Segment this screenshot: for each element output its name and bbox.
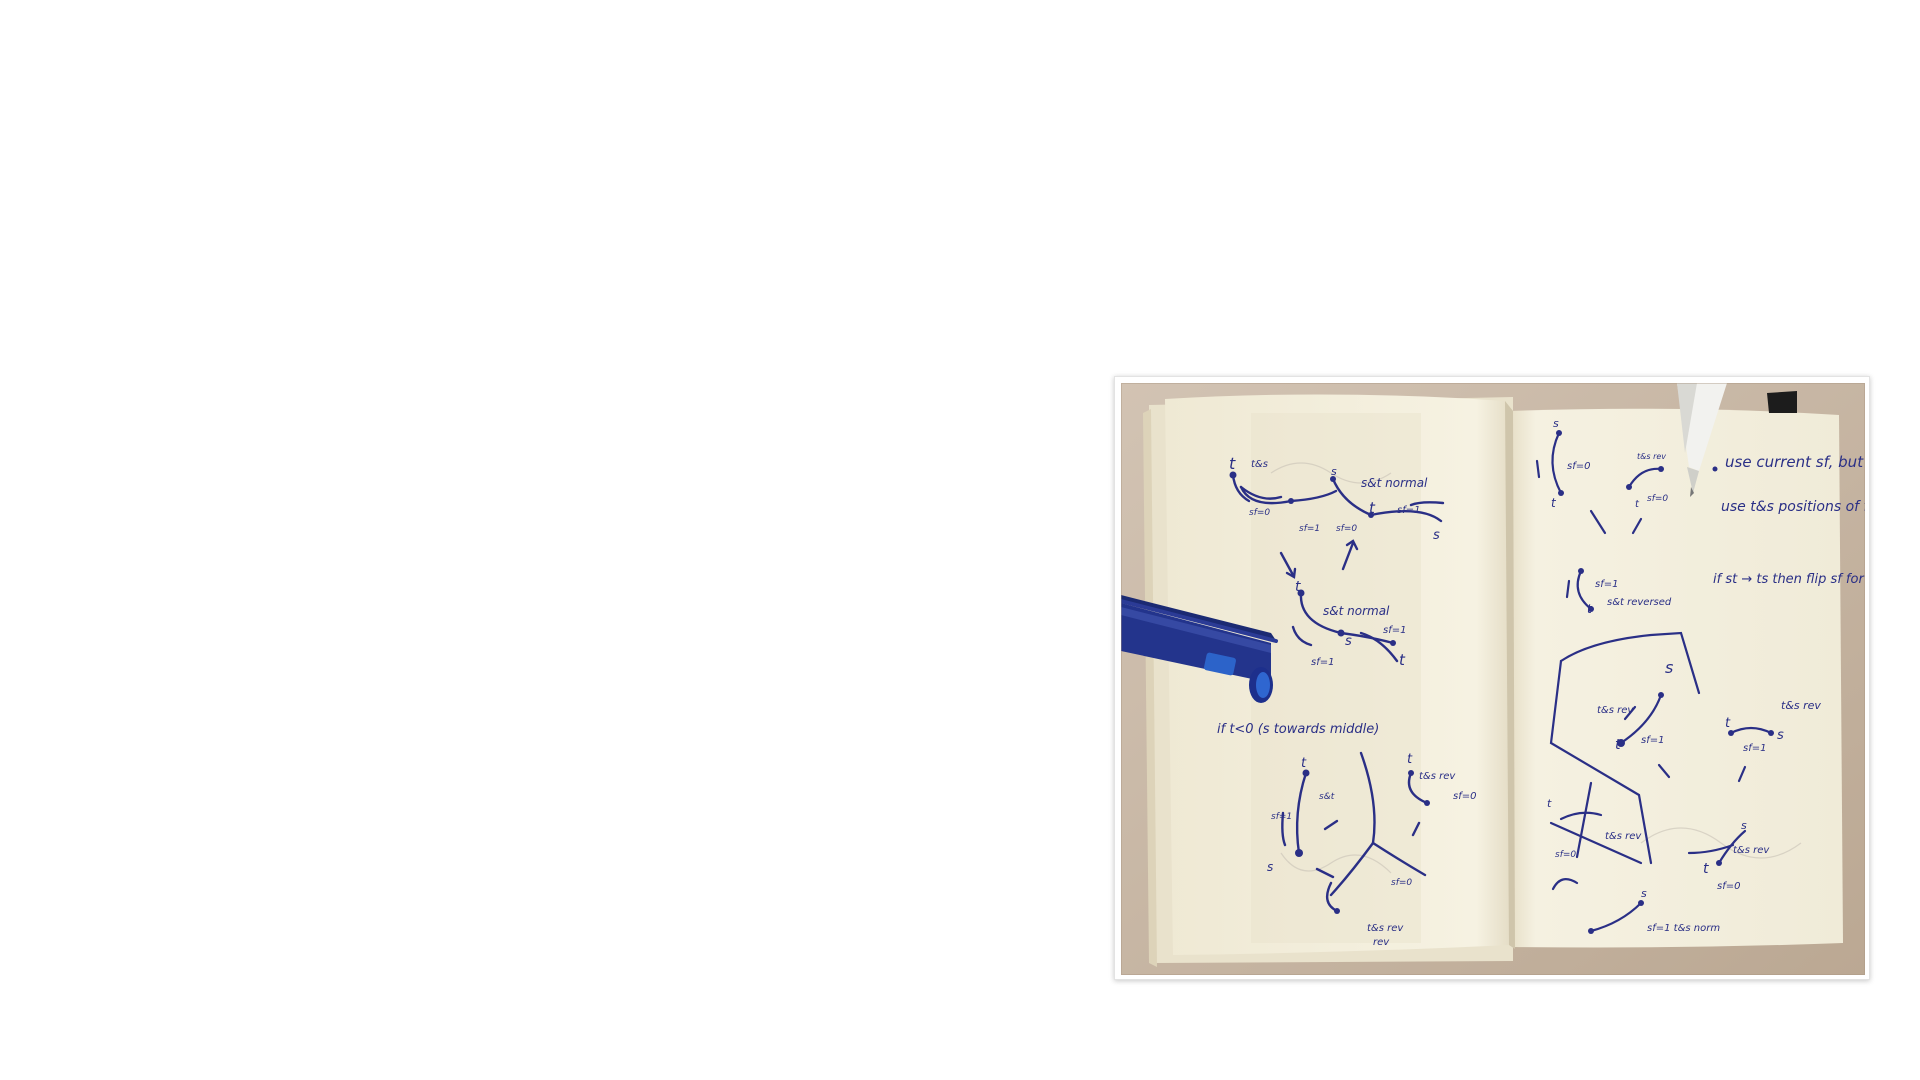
note-st-normal-1: s&t normal (1361, 476, 1428, 490)
svg-text:t&s: t&s (1251, 459, 1268, 470)
photo-frame: t t&s s s&t normal sf=1 s sf=0 sf=1 sf=0… (1114, 376, 1870, 980)
svg-text:t: t (1369, 499, 1376, 517)
note-use-ts-positions: use t&s positions of final (1721, 499, 1865, 515)
svg-text:t&s rev: t&s rev (1733, 845, 1770, 856)
right-page-sketches (1535, 431, 1773, 933)
svg-text:s: s (1267, 860, 1273, 874)
svg-text:s: s (1741, 819, 1747, 832)
white-pen (1677, 383, 1727, 497)
svg-text:rev: rev (1373, 937, 1390, 948)
svg-text:s: s (1433, 528, 1440, 543)
svg-text:t&s rev: t&s rev (1597, 705, 1634, 716)
left-page (1165, 394, 1511, 955)
note-ts-rev-right: t&s rev (1781, 699, 1821, 712)
note-sf1-ts-norm: sf=1 t&s norm (1647, 923, 1720, 934)
svg-text:s: s (1777, 728, 1784, 743)
note-ts-rev: t&s rev (1419, 771, 1456, 782)
svg-text:sf=1: sf=1 (1595, 579, 1618, 590)
svg-text:s&t reversed: s&t reversed (1607, 597, 1672, 608)
svg-text:s: s (1553, 417, 1559, 430)
svg-text:t: t (1301, 756, 1307, 771)
gutter (1505, 401, 1515, 949)
svg-text:t: t (1635, 499, 1640, 510)
svg-text:sf=1: sf=1 (1641, 735, 1664, 746)
black-clip (1767, 391, 1797, 413)
svg-text:s: s (1345, 634, 1352, 649)
note-use-current: use current sf, but (1725, 453, 1864, 471)
svg-text:t: t (1229, 454, 1236, 473)
svg-text:sf=0: sf=0 (1647, 494, 1668, 504)
svg-text:t: t (1295, 579, 1301, 595)
svg-text:t: t (1551, 496, 1557, 510)
svg-text:sf=1: sf=1 (1311, 657, 1334, 668)
note-flip-sf: if st → ts then flip sf for in between s… (1713, 572, 1865, 587)
svg-text:sf=1: sf=1 (1299, 524, 1320, 534)
svg-text:s: s (1331, 465, 1337, 478)
note-sf0: sf=0 (1391, 878, 1412, 888)
svg-text:t: t (1615, 737, 1621, 753)
svg-text:sf=1: sf=1 (1743, 743, 1766, 754)
svg-text:t: t (1399, 651, 1406, 669)
svg-text:t: t (1703, 861, 1709, 877)
svg-text:sf=0: sf=0 (1336, 524, 1357, 534)
svg-text:sf=0: sf=0 (1717, 881, 1740, 892)
left-page-sketches (1231, 473, 1445, 913)
svg-text:sf=1: sf=1 (1397, 505, 1420, 516)
svg-text:s: s (1665, 658, 1673, 677)
note-sf1: sf=1 (1271, 812, 1292, 822)
svg-text:t: t (1587, 602, 1593, 616)
note-ts-rev-lower: t&s rev (1605, 831, 1642, 842)
svg-text:t: t (1725, 716, 1731, 731)
notebook-illustration: t t&s s s&t normal sf=1 s sf=0 sf=1 sf=0… (1121, 383, 1865, 975)
note-st-normal-2: s&t normal (1323, 604, 1390, 618)
svg-text:s&t: s&t (1319, 792, 1335, 802)
note-t-less-zero: if t<0 (s towards middle) (1217, 722, 1379, 737)
svg-text:sf=0: sf=0 (1567, 461, 1590, 472)
svg-text:t: t (1407, 752, 1413, 767)
svg-text:sf=0: sf=0 (1249, 508, 1270, 518)
svg-text:sf=1: sf=1 (1383, 625, 1406, 636)
svg-text:t&s rev: t&s rev (1637, 452, 1666, 461)
notebook-photo: t t&s s s&t normal sf=1 s sf=0 sf=1 sf=0… (1121, 383, 1865, 975)
blue-pen (1121, 595, 1278, 703)
svg-text:s: s (1641, 887, 1647, 900)
note-sf0-right: sf=0 (1555, 850, 1576, 860)
svg-text:sf=0: sf=0 (1453, 791, 1476, 802)
svg-text:t: t (1547, 797, 1552, 810)
note-ts-rev-bottom: t&s rev (1367, 923, 1404, 934)
